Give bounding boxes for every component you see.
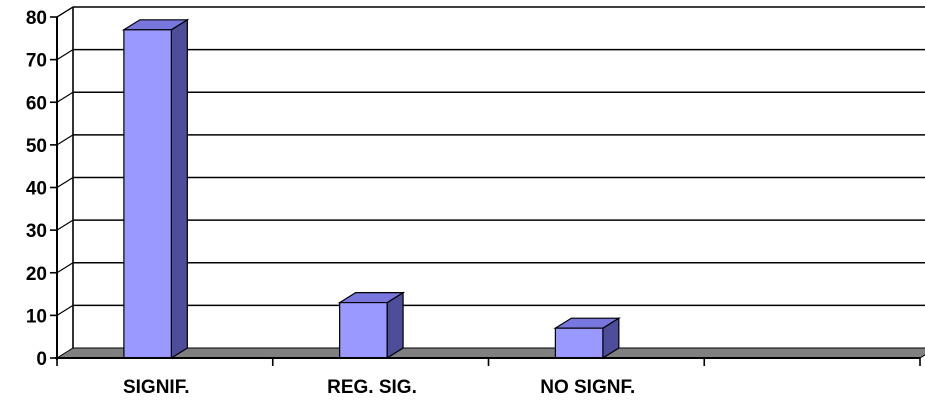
back-wall-top-corner <box>56 6 74 18</box>
x-tick-label: NO SIGNF. <box>540 377 635 398</box>
bar <box>337 291 406 360</box>
y-tick-label: 60 <box>26 93 47 114</box>
bar-side <box>170 18 188 360</box>
y-tick-label: 50 <box>26 136 47 157</box>
y-tick-label: 30 <box>26 221 47 242</box>
gridline-side <box>56 219 74 231</box>
bar <box>553 317 621 360</box>
bar-front <box>123 29 172 359</box>
axes <box>50 16 921 366</box>
bar-front <box>339 301 388 359</box>
x-tick-label: REG. SIG. <box>327 377 417 398</box>
bar-front <box>554 327 604 359</box>
chart-floor <box>55 347 925 359</box>
gridline-side <box>56 262 74 274</box>
y-tick-label: 80 <box>26 8 47 29</box>
gridline-side <box>56 91 74 103</box>
y-tick-label: 40 <box>26 179 47 200</box>
bars <box>121 18 621 360</box>
y-tick-labels: 0 10 20 30 40 50 60 70 80 <box>26 8 47 370</box>
y-tick-label: 0 <box>36 349 47 370</box>
y-tick-label: 10 <box>26 306 47 327</box>
bar-side <box>386 291 404 360</box>
y-tick-label: 70 <box>26 51 47 72</box>
floor-plane <box>55 347 925 359</box>
gridline-side <box>56 176 74 189</box>
bar <box>121 18 190 360</box>
x-tick-labels: SIGNIF. REG. SIG. NO SIGNF. <box>123 377 635 398</box>
gridline-side <box>56 134 74 146</box>
x-tick-label: SIGNIF. <box>123 377 190 398</box>
y-tick-label: 20 <box>26 264 47 285</box>
gridline-side <box>56 49 74 61</box>
gridlines <box>56 6 925 348</box>
gridline-side <box>56 304 74 316</box>
